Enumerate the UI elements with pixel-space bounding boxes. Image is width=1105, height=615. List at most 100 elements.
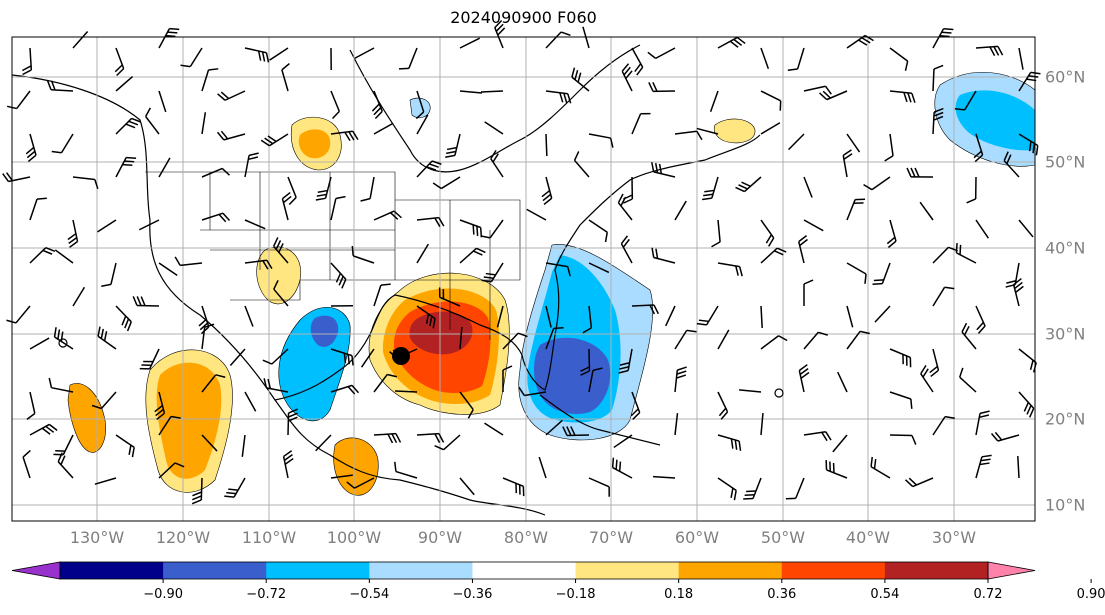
wind-barb xyxy=(919,201,934,221)
wind-barb xyxy=(25,133,37,163)
cold-anomaly-north-atlantic-core xyxy=(955,90,1035,151)
wind-barb xyxy=(846,133,861,153)
wind-barb xyxy=(115,156,137,178)
wind-barb xyxy=(973,133,984,163)
wind-barb xyxy=(1012,278,1024,307)
wind-barb xyxy=(798,364,810,393)
wind-barb xyxy=(617,193,633,221)
wind-barb xyxy=(373,283,391,307)
small-island-ring xyxy=(774,388,784,398)
wind-barb xyxy=(545,90,572,104)
longitude-label: 130°W xyxy=(69,528,125,547)
wind-barb xyxy=(191,477,203,505)
wind-barb xyxy=(244,259,273,270)
wind-barb xyxy=(571,67,590,92)
wind-barb xyxy=(201,68,219,92)
wind-barb xyxy=(158,157,171,178)
wind-barb xyxy=(330,90,341,119)
wind-barb xyxy=(29,337,50,350)
wind-barb xyxy=(459,327,463,350)
wind-barb xyxy=(975,305,986,334)
wind-barb xyxy=(287,176,297,206)
colorbar-extend-low xyxy=(11,561,61,580)
wind-barb xyxy=(198,305,210,335)
wind-barb xyxy=(114,47,125,77)
wind-barb xyxy=(67,219,79,248)
wind-barb xyxy=(459,219,483,238)
wind-barb xyxy=(330,262,347,289)
wind-barb xyxy=(588,133,614,148)
colorbar-tick-label: −0.18 xyxy=(555,587,596,602)
wind-barb xyxy=(484,121,504,135)
wind-barb xyxy=(803,176,813,198)
wind-barb xyxy=(651,247,676,264)
wind-barb xyxy=(611,457,633,479)
wind-barb xyxy=(518,386,547,397)
wind-barb xyxy=(97,326,117,350)
wind-barb xyxy=(1018,391,1035,418)
colorbar-tick-label: 0.72 xyxy=(973,587,1003,602)
wind-barb xyxy=(990,431,1020,442)
wind-barb xyxy=(459,90,482,94)
wind-barb xyxy=(886,219,897,249)
colorbar-segment xyxy=(60,562,164,579)
wind-barb xyxy=(438,287,461,307)
wind-barb xyxy=(416,305,436,329)
wind-barb xyxy=(955,243,977,264)
wind-barb xyxy=(905,477,934,488)
wind-barb xyxy=(496,305,504,328)
wind-barbs xyxy=(2,19,1041,505)
wind-barb xyxy=(1018,47,1024,70)
wind-barb xyxy=(373,432,402,444)
wind-barb xyxy=(647,47,676,60)
wind-barb xyxy=(717,329,730,350)
wind-barb xyxy=(674,329,697,350)
wind-barb xyxy=(48,377,74,393)
wind-barb xyxy=(788,133,805,151)
wind-barb xyxy=(244,391,257,412)
longitude-label: 110°W xyxy=(241,528,297,547)
wind-barb xyxy=(620,235,633,264)
warm-anomaly-pacific-2 xyxy=(67,383,106,453)
wind-barb xyxy=(398,47,418,70)
wind-barb xyxy=(360,348,375,368)
wind-barb xyxy=(798,235,808,264)
wind-barb xyxy=(490,149,504,178)
wind-barb xyxy=(889,391,913,409)
wind-barb xyxy=(346,477,375,489)
colorbar-segment xyxy=(266,562,370,579)
wind-barb xyxy=(717,434,742,451)
wind-barb xyxy=(872,262,891,286)
wind-barb xyxy=(502,332,528,350)
wind-barb xyxy=(180,47,203,68)
hurricane-center-marker xyxy=(392,347,410,365)
wind-barb xyxy=(526,208,547,221)
wind-barb xyxy=(954,90,977,111)
wind-barb xyxy=(832,434,848,453)
wind-barb xyxy=(158,90,167,113)
wind-barb xyxy=(906,167,934,178)
colorbar-tick-label: −0.54 xyxy=(349,587,390,602)
colorbar-tick-label: −0.36 xyxy=(452,587,493,602)
state-borders xyxy=(145,171,521,340)
wind-barb xyxy=(803,85,832,95)
longitude-label: 30°W xyxy=(931,528,977,547)
wind-barb xyxy=(445,133,461,158)
wind-barb xyxy=(158,462,185,479)
wind-barb xyxy=(330,384,360,395)
wind-barb xyxy=(6,90,31,110)
wind-barb xyxy=(846,330,870,350)
wind-barb xyxy=(674,413,679,436)
wind-barb xyxy=(394,390,418,393)
wind-barb xyxy=(480,90,504,93)
wind-barb xyxy=(562,426,590,437)
wind-barb xyxy=(21,47,33,76)
wind-barb xyxy=(846,198,866,221)
small-island-ring xyxy=(58,338,68,348)
wind-barb xyxy=(803,431,832,442)
wind-barb xyxy=(621,63,633,92)
wind-barb xyxy=(46,80,74,92)
colorbar xyxy=(11,561,1092,583)
wind-barb xyxy=(351,245,375,264)
wind-barb xyxy=(354,47,375,60)
